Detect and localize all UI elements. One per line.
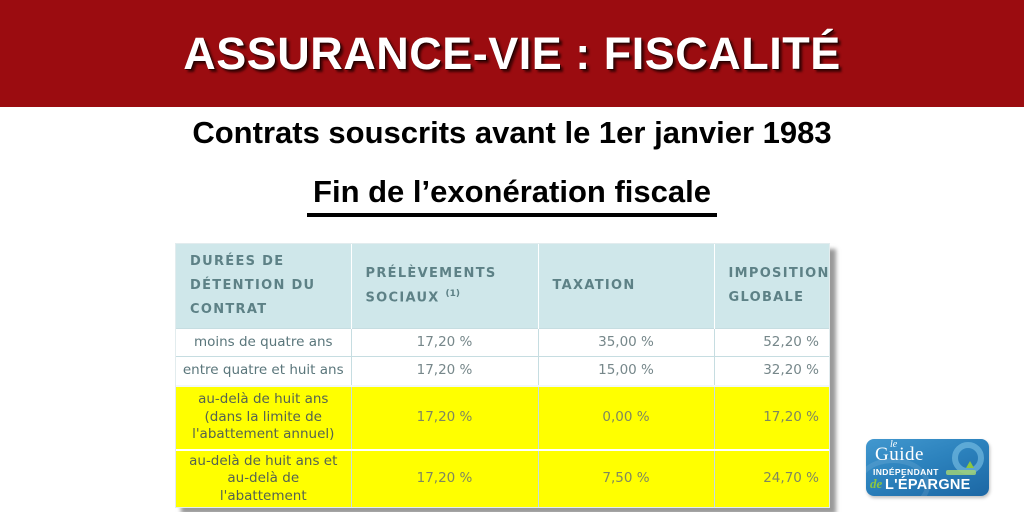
col-header-taxation: TAXATION bbox=[537, 244, 714, 329]
title-banner: ASSURANCE-VIE : FISCALITÉ bbox=[0, 0, 1024, 107]
table-cell: 32,20 % bbox=[713, 356, 829, 386]
col-header-prelevements-label: PRÉLÈVEMENTS SOCIAUX bbox=[365, 265, 497, 306]
table-cell: 17,20 % bbox=[350, 328, 538, 357]
page-title: ASSURANCE-VIE : FISCALITÉ bbox=[183, 27, 841, 79]
table-row-highlighted: au-delà de huit ans (dans la limite de l… bbox=[176, 384, 829, 450]
table-cell: 7,50 % bbox=[537, 448, 714, 508]
table-cell: 17,20 % bbox=[350, 448, 538, 508]
table-row: entre quatre et huit ans 17,20 % 15,00 %… bbox=[176, 356, 829, 386]
logo-site-bar bbox=[946, 470, 976, 475]
logo-de-text: de bbox=[870, 476, 883, 491]
table-cell: 17,20 % bbox=[350, 356, 538, 386]
row-label-cell: entre quatre et huit ans bbox=[176, 356, 351, 386]
tree-icon bbox=[966, 461, 974, 468]
table-cell: 0,00 % bbox=[537, 384, 714, 450]
table-cell: 17,20 % bbox=[713, 384, 829, 450]
tax-table: DURÉES DE DÉTENTION DU CONTRAT PRÉLÈVEME… bbox=[176, 244, 829, 508]
footnote-marker: (1) bbox=[445, 288, 460, 299]
logo-le-text: le bbox=[890, 439, 898, 450]
table-cell: 52,20 % bbox=[713, 328, 829, 357]
logo-guide-text: Guide bbox=[875, 444, 924, 465]
table-cell: 17,20 % bbox=[350, 384, 538, 450]
guide-epargne-logo: le Guide INDÉPENDANT de L'ÉPARGNE bbox=[866, 439, 989, 496]
table-cell: 24,70 % bbox=[713, 448, 829, 508]
subtitle-wrapper: Fin de l’exonération fiscale bbox=[0, 174, 1024, 217]
row-label-cell: au-delà de huit ans (dans la limite de l… bbox=[176, 384, 351, 450]
col-header-prelevements: PRÉLÈVEMENTS SOCIAUX (1) bbox=[350, 244, 538, 329]
logo-independant-text: INDÉPENDANT bbox=[873, 467, 939, 477]
row-label-cell: moins de quatre ans bbox=[176, 328, 351, 357]
subtitle-exoneration: Fin de l’exonération fiscale bbox=[307, 174, 717, 217]
table-cell: 15,00 % bbox=[537, 356, 714, 386]
swirl-decoration-icon bbox=[866, 458, 930, 496]
table-cell: 35,00 % bbox=[537, 328, 714, 357]
table-header-row: DURÉES DE DÉTENTION DU CONTRAT PRÉLÈVEME… bbox=[176, 244, 829, 329]
col-header-imposition: IMPOSITION GLOBALE bbox=[713, 244, 829, 329]
table-row-highlighted: au-delà de huit ans et au-delà de l'abat… bbox=[176, 448, 829, 508]
subtitle-contracts: Contrats souscrits avant le 1er janvier … bbox=[192, 115, 832, 150]
row-label-cell: au-delà de huit ans et au-delà de l'abat… bbox=[176, 448, 351, 508]
col-header-durees: DURÉES DE DÉTENTION DU CONTRAT bbox=[176, 244, 351, 329]
logo-epargne-text: L'ÉPARGNE bbox=[885, 477, 971, 493]
table-row: moins de quatre ans 17,20 % 35,00 % 52,2… bbox=[176, 328, 829, 357]
tax-table-container: DURÉES DE DÉTENTION DU CONTRAT PRÉLÈVEME… bbox=[175, 243, 830, 509]
